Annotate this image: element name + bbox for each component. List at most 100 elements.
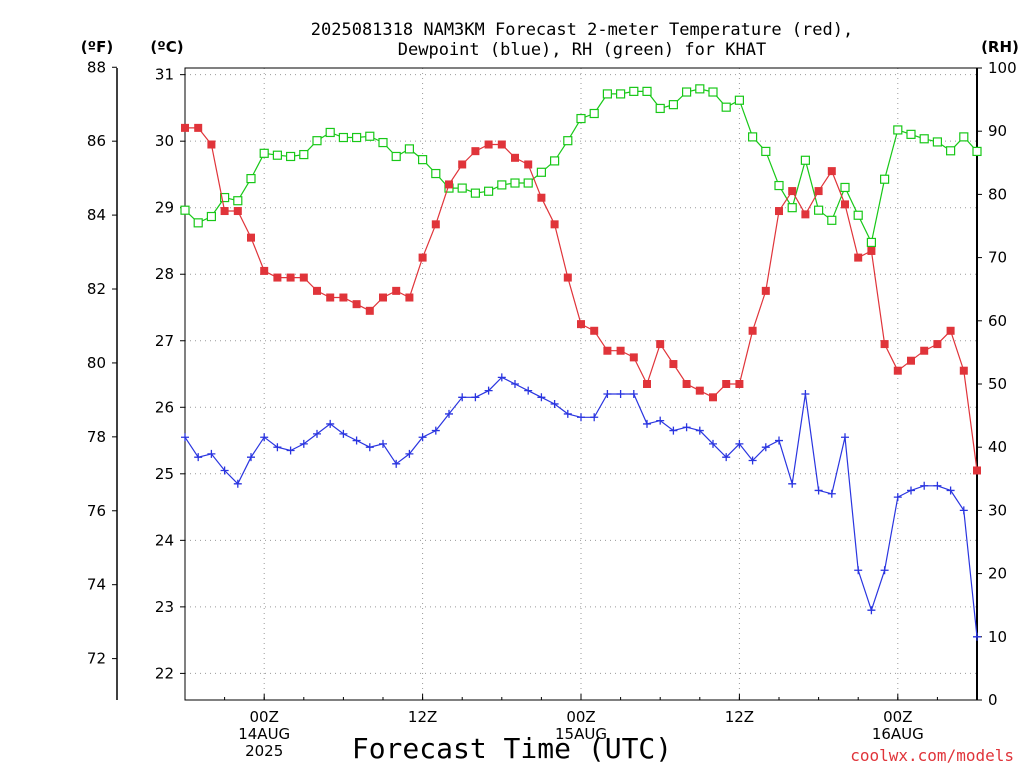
dewpoint-point — [695, 426, 704, 435]
temperature-point — [907, 356, 915, 365]
rh-point — [945, 146, 956, 156]
temperature-point — [247, 233, 255, 242]
temperature-point — [656, 340, 665, 349]
rh-point — [523, 178, 533, 188]
temperature-point — [405, 293, 414, 302]
rh-point — [431, 168, 441, 179]
temperature-point — [920, 346, 929, 355]
dewpoint-point — [550, 399, 559, 408]
rh-point — [404, 144, 414, 154]
dewpoint-point — [484, 386, 493, 395]
dewpoint-point — [299, 439, 308, 448]
dewpoint-point — [722, 453, 731, 462]
dewpoint-point — [458, 393, 467, 402]
temperature-point — [933, 340, 942, 349]
dewpoint-point — [656, 416, 665, 425]
rh-point — [734, 95, 745, 105]
dewpoint-point — [431, 426, 440, 435]
dewpoint-point — [893, 493, 902, 502]
rh-point — [457, 183, 467, 193]
dewpoint-point — [775, 436, 783, 445]
rh-point — [655, 103, 665, 114]
temperature-point — [233, 207, 242, 216]
dewpoint-point — [682, 423, 691, 432]
x-tick-label: 12Z — [725, 708, 754, 726]
rh-point — [827, 215, 837, 225]
temperature-point — [299, 273, 308, 282]
dewpoint-point — [418, 433, 427, 442]
rh-point — [352, 132, 362, 143]
dewpoint-point — [827, 489, 836, 498]
rh-point — [866, 237, 877, 248]
f-tick-label: 84 — [87, 206, 106, 224]
dewpoint-point — [339, 429, 348, 438]
dewpoint-point — [537, 393, 546, 402]
dewpoint-point — [194, 453, 203, 462]
c-tick-label: 23 — [155, 598, 174, 616]
rh-point — [510, 178, 520, 188]
dewpoint-point — [233, 479, 242, 488]
temperature-point — [682, 380, 691, 388]
temperature-point — [735, 380, 744, 388]
dewpoint-point — [880, 566, 889, 575]
temperature-point — [590, 326, 599, 335]
rh-point — [259, 148, 269, 158]
dewpoint-point — [709, 439, 717, 448]
temperature-point — [550, 220, 559, 229]
rh-point — [840, 182, 850, 193]
dewpoint-point — [511, 380, 519, 388]
dewpoint-point — [313, 429, 321, 438]
dewpoint-point — [761, 443, 770, 452]
dewpoint-point — [603, 389, 612, 398]
x-axis-label: Forecast Time (UTC) — [352, 732, 672, 765]
f-tick-label: 82 — [87, 280, 106, 298]
rh-point — [602, 89, 613, 99]
dewpoint-point — [379, 439, 387, 448]
rh-tick-label: 50 — [988, 375, 1007, 393]
f-tick-label: 80 — [87, 354, 106, 372]
temperature-point — [286, 273, 295, 282]
fahrenheit-unit-label: (ºF) — [81, 38, 113, 56]
temperature-point — [431, 220, 440, 229]
temperature-point — [273, 273, 282, 282]
rh-point — [193, 218, 203, 228]
rh-point — [299, 149, 309, 160]
dewpoint-point — [247, 453, 255, 462]
rh-point — [919, 134, 929, 144]
temperature-point — [194, 123, 203, 132]
dewpoint-point — [260, 433, 269, 442]
dewpoint-point — [867, 606, 876, 615]
rh-point — [800, 155, 811, 165]
x-tick-label: 15AUG — [555, 725, 607, 743]
dewpoint-point — [841, 433, 849, 442]
rh-tick-label: 40 — [988, 438, 1007, 456]
f-tick-label: 74 — [87, 576, 106, 594]
temperature-point — [801, 210, 810, 219]
c-tick-label: 30 — [155, 132, 174, 150]
temperature-point — [352, 300, 361, 309]
rh-point — [708, 87, 718, 97]
rh-point — [180, 205, 190, 215]
rh-point — [681, 87, 692, 97]
temperature-point — [524, 160, 533, 169]
dewpoint-point — [497, 373, 506, 382]
grid-lines — [185, 68, 977, 700]
temperature-point — [603, 346, 612, 355]
dewpoint-point — [326, 419, 335, 428]
rh-unit-label: (RH) — [981, 38, 1019, 56]
rh-point — [576, 113, 586, 124]
dewpoint-point — [220, 466, 229, 475]
f-tick-label: 88 — [87, 58, 106, 76]
temperature-point — [418, 253, 427, 262]
rh-axis-ticks: 0 10 20 30 40 50 60 70 80 90 100 — [977, 59, 1017, 709]
rh-point — [536, 167, 547, 177]
rh-point — [470, 188, 480, 198]
chart-title-line-2: Dewpoint (blue), RH (green) for KHAT — [398, 40, 766, 60]
temperature-point — [445, 180, 453, 189]
rh-point — [747, 132, 758, 142]
rh-tick-label: 80 — [988, 185, 1007, 203]
dewpoint-point — [748, 456, 757, 465]
f-tick-label: 72 — [87, 650, 106, 668]
dewpoint-point — [629, 389, 638, 398]
dewpoint-point — [801, 389, 810, 398]
